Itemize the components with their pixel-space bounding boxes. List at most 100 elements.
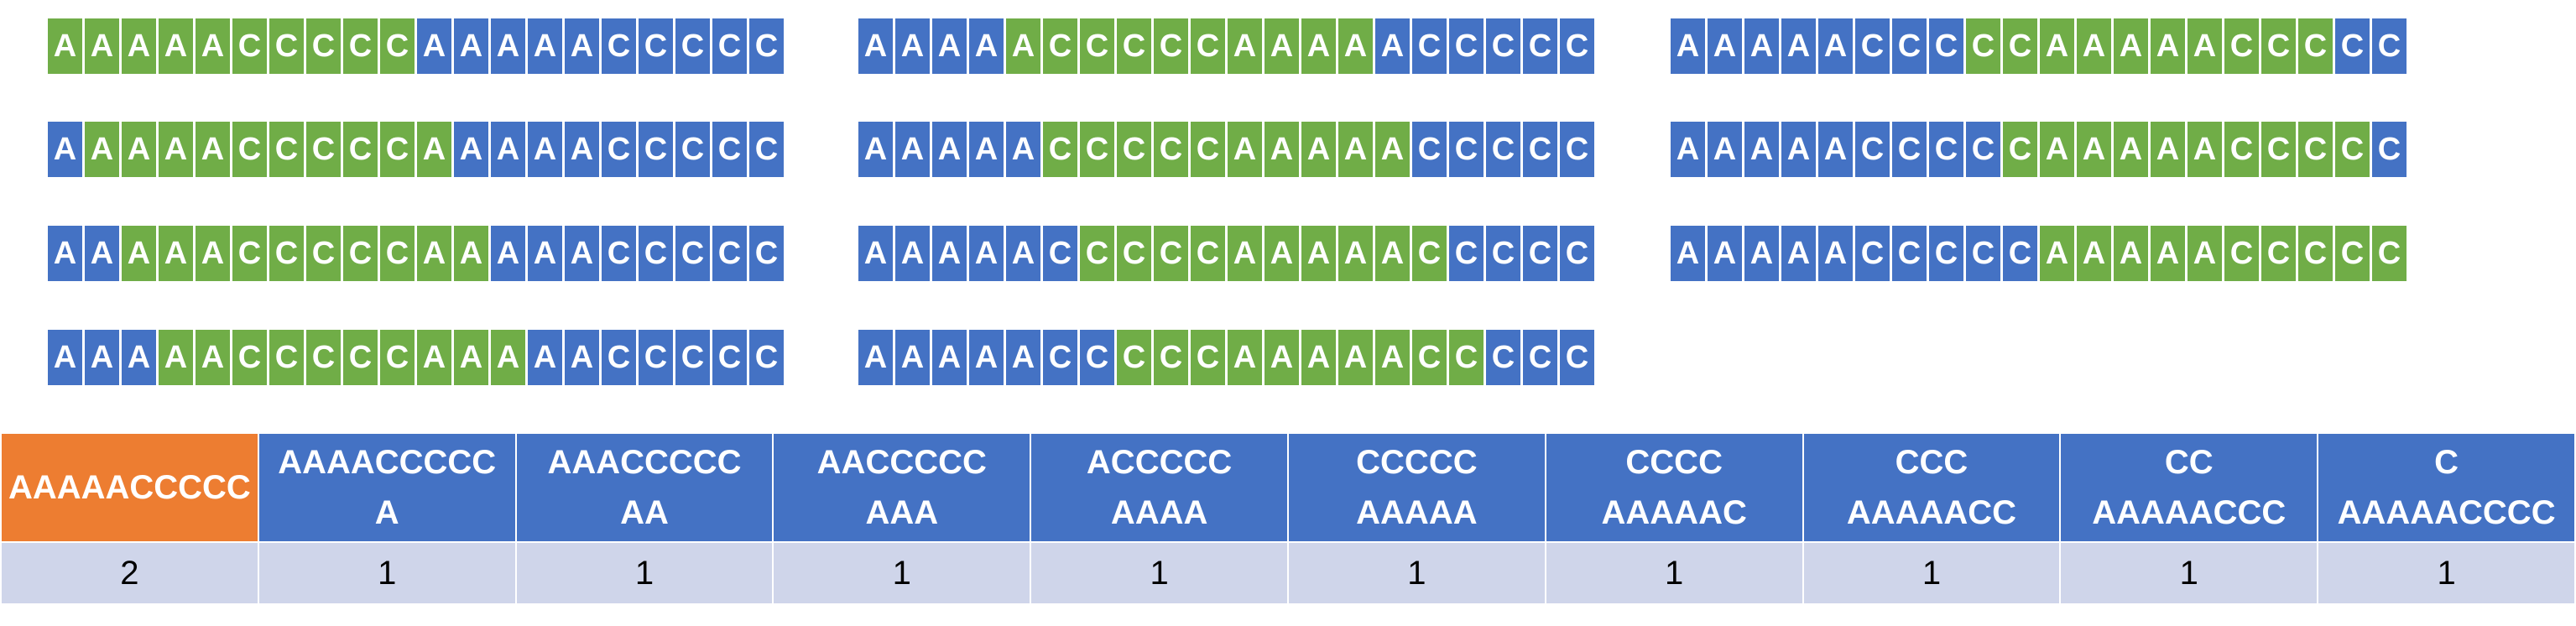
kmer-count-cell: 1	[2317, 541, 2576, 605]
sequence-base-cell: C	[602, 122, 636, 177]
window-base-cell: C	[1154, 122, 1188, 177]
window-base-cell: C	[2335, 226, 2370, 281]
sequence-base-cell: A	[969, 18, 1004, 74]
kmer-label-line: CC	[2164, 444, 2214, 481]
sequence-base-cell: A	[1818, 226, 1853, 281]
sequence-base-cell: C	[749, 330, 784, 385]
sequence-base-cell: C	[1855, 226, 1890, 281]
window-base-cell: C	[306, 226, 341, 281]
window-base-cell: A	[454, 226, 488, 281]
window-base-cell: C	[1117, 18, 1151, 74]
sequence-base-cell: C	[1560, 330, 1594, 385]
window-base-cell: C	[2261, 18, 2296, 74]
sequence-base-cell: C	[602, 18, 636, 74]
sequence-base-cell: C	[1560, 226, 1594, 281]
kmer-header-cell: AAAACCCCC A	[257, 432, 517, 543]
window-base-cell: A	[1228, 330, 1262, 385]
sequence-base-cell: C	[1929, 122, 1963, 177]
kmer-label-line: A	[374, 494, 399, 531]
sequence-base-cell: C	[1929, 18, 1963, 74]
window-base-cell: A	[159, 330, 193, 385]
window-base-cell: A	[417, 330, 451, 385]
window-base-cell: A	[2040, 122, 2074, 177]
window-base-cell: C	[380, 18, 415, 74]
window-base-cell: A	[1301, 18, 1336, 74]
kmer-label-line: AAAAACCC	[2092, 494, 2287, 531]
window-base-cell: A	[2077, 18, 2111, 74]
sequence-base-cell: C	[1486, 122, 1520, 177]
sequence-base-cell: A	[1006, 122, 1040, 177]
window-base-cell: C	[269, 226, 304, 281]
kmer-label-line: AAA	[865, 494, 939, 531]
sequence-base-cell: A	[1708, 18, 1742, 74]
kmer-header-cell: C AAAAACCCC	[2317, 432, 2576, 543]
sequence-base-cell: A	[1671, 122, 1705, 177]
window-base-cell: A	[1338, 330, 1373, 385]
window-base-cell: C	[1191, 226, 1225, 281]
sequence-base-cell: A	[565, 122, 599, 177]
window-base-cell: A	[1338, 122, 1373, 177]
window-base-cell: C	[1080, 226, 1114, 281]
window-base-cell: C	[380, 330, 415, 385]
sequence-base-cell: C	[602, 330, 636, 385]
sequence-base-cell: A	[1708, 226, 1742, 281]
sequence-base-cell: A	[85, 330, 119, 385]
kmer-header-row: AAAAACCCCC AAAACCCCC A AAACCCCC AA AACCCCC AAA…	[0, 432, 2576, 543]
window-base-cell: C	[343, 18, 378, 74]
window-base-cell: C	[1154, 226, 1188, 281]
sequence-base-cell: C	[1449, 226, 1484, 281]
sequence-base-cell: A	[528, 18, 562, 74]
window-base-cell: C	[343, 122, 378, 177]
window-base-cell: C	[232, 122, 267, 177]
window-base-cell: C	[2003, 122, 2037, 177]
window-base-cell: C	[269, 18, 304, 74]
kmer-label-line: AAAA	[1110, 494, 1208, 531]
sequence-base-cell: A	[1781, 226, 1816, 281]
window-base-cell: C	[2261, 226, 2296, 281]
sequence-base-cell: A	[895, 122, 930, 177]
window-base-cell: C	[2261, 122, 2296, 177]
window-base-cell: A	[1228, 18, 1262, 74]
sequence-base-cell: C	[712, 122, 747, 177]
sequence-base-cell: C	[1412, 18, 1447, 74]
sequence-base-cell: C	[2003, 226, 2037, 281]
kmer-header-cell: CCC AAAAACC	[1802, 432, 2062, 543]
sequence-base-cell: A	[1781, 18, 1816, 74]
window-base-cell: A	[2151, 122, 2185, 177]
window-base-cell: C	[1412, 330, 1447, 385]
kmer-label-line: AAAAAC	[1601, 494, 1747, 531]
window-base-cell: C	[232, 330, 267, 385]
sequence-base-cell: A	[1818, 122, 1853, 177]
sequence-base-cell: A	[1375, 18, 1410, 74]
window-base-cell: A	[196, 18, 230, 74]
kmer-label-line: AAAAA	[1356, 494, 1478, 531]
sequence-base-cell: A	[932, 226, 967, 281]
window-base-cell: A	[196, 122, 230, 177]
sequence-base-cell: A	[85, 226, 119, 281]
kmer-label-line: AAAAACC	[1846, 494, 2017, 531]
window-base-cell: C	[306, 122, 341, 177]
kmer-label-line: CCCCC	[1356, 444, 1478, 481]
sequence-base-cell: A	[858, 330, 893, 385]
window-base-cell: C	[1117, 122, 1151, 177]
kmer-label-line: AACCCCC	[816, 444, 987, 481]
window-base-cell: A	[491, 330, 525, 385]
window-base-cell: A	[122, 226, 156, 281]
window-base-cell: A	[85, 18, 119, 74]
sequence-base-cell: C	[675, 18, 710, 74]
window-base-cell: A	[1375, 330, 1410, 385]
kmer-header-cell: AAAAACCCCC	[0, 432, 259, 543]
sequence-base-cell: C	[1855, 18, 1890, 74]
window-base-cell: A	[1338, 226, 1373, 281]
sequence-base-cell: A	[858, 18, 893, 74]
sequence-base-cell: C	[1486, 330, 1520, 385]
sequence-base-cell: A	[1744, 226, 1779, 281]
window-base-cell: C	[1412, 226, 1447, 281]
sequence-base-cell: C	[1043, 226, 1077, 281]
window-base-cell: A	[2040, 226, 2074, 281]
sequence-base-cell: C	[1080, 330, 1114, 385]
sequence-base-cell: A	[491, 226, 525, 281]
